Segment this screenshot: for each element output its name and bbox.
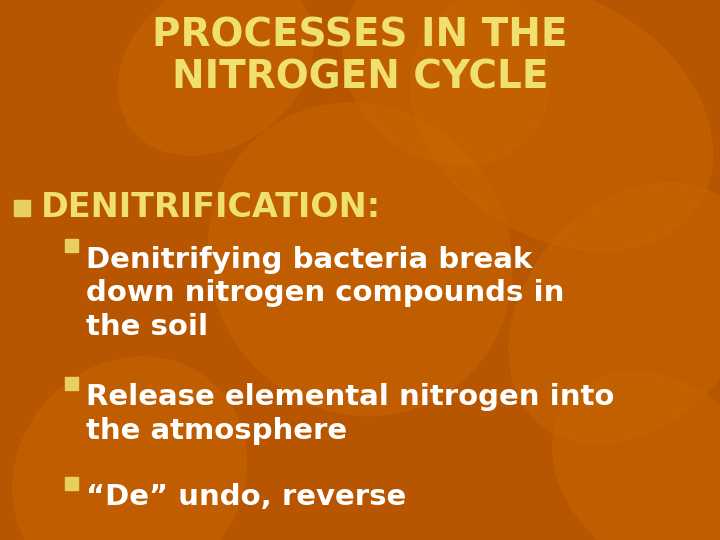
Text: PROCESSES IN THE
NITROGEN CYCLE: PROCESSES IN THE NITROGEN CYCLE: [152, 16, 568, 97]
Ellipse shape: [343, 0, 550, 166]
Ellipse shape: [553, 372, 720, 540]
Text: DENITRIFICATION:: DENITRIFICATION:: [41, 191, 381, 225]
FancyBboxPatch shape: [65, 239, 78, 252]
Text: “De” undo, reverse: “De” undo, reverse: [86, 483, 407, 511]
FancyBboxPatch shape: [65, 377, 78, 390]
FancyBboxPatch shape: [65, 477, 78, 490]
Ellipse shape: [13, 357, 246, 540]
Text: Release elemental nitrogen into
the atmosphere: Release elemental nitrogen into the atmo…: [86, 383, 615, 445]
Text: Denitrifying bacteria break
down nitrogen compounds in
the soil: Denitrifying bacteria break down nitroge…: [86, 246, 564, 341]
Ellipse shape: [509, 183, 720, 443]
Ellipse shape: [208, 103, 512, 415]
Ellipse shape: [119, 0, 313, 155]
FancyBboxPatch shape: [14, 200, 30, 216]
Ellipse shape: [410, 0, 713, 251]
